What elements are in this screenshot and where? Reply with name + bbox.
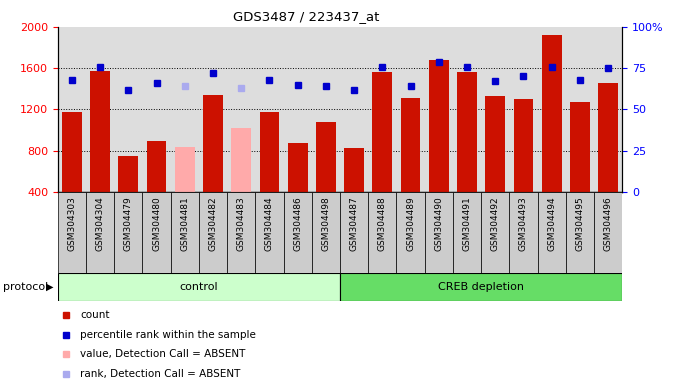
Bar (199, 192, 227, 273)
Bar (509, 192, 538, 273)
Bar (340, 192, 369, 273)
Text: GSM304484: GSM304484 (265, 196, 274, 251)
Text: GSM304481: GSM304481 (180, 196, 189, 251)
Text: GSM304498: GSM304498 (322, 196, 330, 251)
Bar (542, 35, 562, 192)
Bar (147, 141, 167, 192)
Bar (171, 192, 199, 273)
Bar (566, 192, 594, 273)
Text: GSM304496: GSM304496 (604, 196, 613, 251)
Bar (86, 192, 114, 273)
Text: percentile rank within the sample: percentile rank within the sample (80, 330, 256, 340)
Bar (513, 99, 533, 192)
Bar (118, 156, 138, 192)
Bar (570, 102, 590, 192)
Text: GSM304303: GSM304303 (67, 196, 76, 251)
Text: GSM304489: GSM304489 (406, 196, 415, 251)
Bar (425, 192, 453, 273)
Text: count: count (80, 310, 110, 320)
Text: GSM304480: GSM304480 (152, 196, 161, 251)
Text: GSM304483: GSM304483 (237, 196, 245, 251)
Bar (288, 144, 307, 192)
Text: GSM304479: GSM304479 (124, 196, 133, 251)
Bar (227, 192, 256, 273)
Bar (312, 192, 340, 273)
Bar (429, 60, 449, 192)
Bar (231, 128, 251, 192)
Bar (203, 95, 223, 192)
Bar (256, 192, 284, 273)
Bar (316, 122, 336, 192)
Bar (401, 98, 420, 192)
Bar (62, 112, 82, 192)
Bar (58, 273, 340, 301)
Text: GSM304486: GSM304486 (293, 196, 302, 251)
Bar (284, 192, 312, 273)
Bar (175, 147, 194, 192)
Text: GSM304490: GSM304490 (435, 196, 443, 251)
Bar (340, 273, 622, 301)
Bar (396, 192, 425, 273)
Text: value, Detection Call = ABSENT: value, Detection Call = ABSENT (80, 349, 245, 359)
Bar (486, 96, 505, 192)
Text: GSM304491: GSM304491 (462, 196, 471, 251)
Bar (344, 147, 364, 192)
Bar (457, 72, 477, 192)
Bar (481, 192, 509, 273)
Text: CREB depletion: CREB depletion (438, 282, 524, 292)
Bar (58, 192, 86, 273)
Text: GSM304482: GSM304482 (209, 196, 218, 251)
Text: GSM304495: GSM304495 (575, 196, 584, 251)
Text: ▶: ▶ (46, 282, 54, 292)
Text: GDS3487 / 223437_at: GDS3487 / 223437_at (233, 10, 379, 23)
Bar (369, 192, 396, 273)
Bar (453, 192, 481, 273)
Bar (143, 192, 171, 273)
Text: GSM304494: GSM304494 (547, 196, 556, 251)
Text: rank, Detection Call = ABSENT: rank, Detection Call = ABSENT (80, 369, 241, 379)
Bar (598, 83, 618, 192)
Text: GSM304492: GSM304492 (491, 196, 500, 251)
Text: protocol: protocol (3, 282, 49, 292)
Text: GSM304488: GSM304488 (378, 196, 387, 251)
Text: GSM304493: GSM304493 (519, 196, 528, 251)
Text: control: control (180, 282, 218, 292)
Bar (260, 111, 279, 192)
Bar (373, 72, 392, 192)
Bar (594, 192, 622, 273)
Bar (538, 192, 566, 273)
Text: GSM304487: GSM304487 (350, 196, 358, 251)
Bar (90, 71, 110, 192)
Bar (114, 192, 143, 273)
Text: GSM304304: GSM304304 (96, 196, 105, 251)
